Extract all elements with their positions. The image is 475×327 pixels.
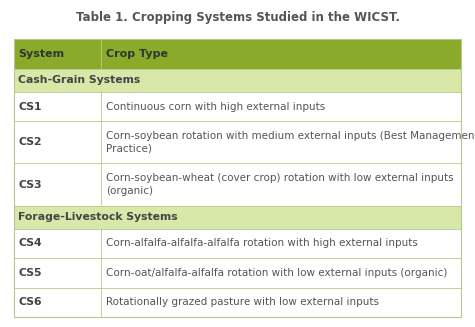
Text: Corn-soybean-wheat (cover crop) rotation with low external inputs
(organic): Corn-soybean-wheat (cover crop) rotation…	[106, 173, 454, 196]
Text: Table 1. Cropping Systems Studied in the WICST.: Table 1. Cropping Systems Studied in the…	[76, 11, 399, 25]
Bar	[14, 69, 461, 92]
Bar	[14, 121, 461, 164]
Text: Cash-Grain Systems: Cash-Grain Systems	[18, 75, 140, 85]
Text: Rotationally grazed pasture with low external inputs: Rotationally grazed pasture with low ext…	[106, 298, 379, 307]
Bar	[14, 164, 461, 206]
Text: CS2: CS2	[18, 137, 42, 147]
Bar	[14, 39, 461, 69]
Text: CS5: CS5	[18, 268, 41, 278]
Text: CS1: CS1	[18, 102, 41, 112]
Text: Corn-soybean rotation with medium external inputs (Best Management
Practice): Corn-soybean rotation with medium extern…	[106, 131, 475, 154]
Text: System: System	[18, 49, 64, 59]
Text: CS6: CS6	[18, 298, 42, 307]
Bar	[14, 206, 461, 229]
Bar	[14, 229, 461, 258]
Text: Crop Type: Crop Type	[106, 49, 168, 59]
Text: Continuous corn with high external inputs: Continuous corn with high external input…	[106, 102, 325, 112]
Text: CS3: CS3	[18, 180, 42, 190]
Text: Corn-alfalfa-alfalfa-alfalfa rotation with high external inputs: Corn-alfalfa-alfalfa-alfalfa rotation wi…	[106, 238, 418, 249]
Text: CS4: CS4	[18, 238, 42, 249]
Text: Corn-oat/alfalfa-alfalfa rotation with low external inputs (organic): Corn-oat/alfalfa-alfalfa rotation with l…	[106, 268, 447, 278]
Text: Forage-Livestock Systems: Forage-Livestock Systems	[18, 212, 178, 222]
Bar	[14, 39, 461, 317]
Bar	[14, 288, 461, 317]
Bar	[14, 258, 461, 288]
Bar	[14, 92, 461, 121]
